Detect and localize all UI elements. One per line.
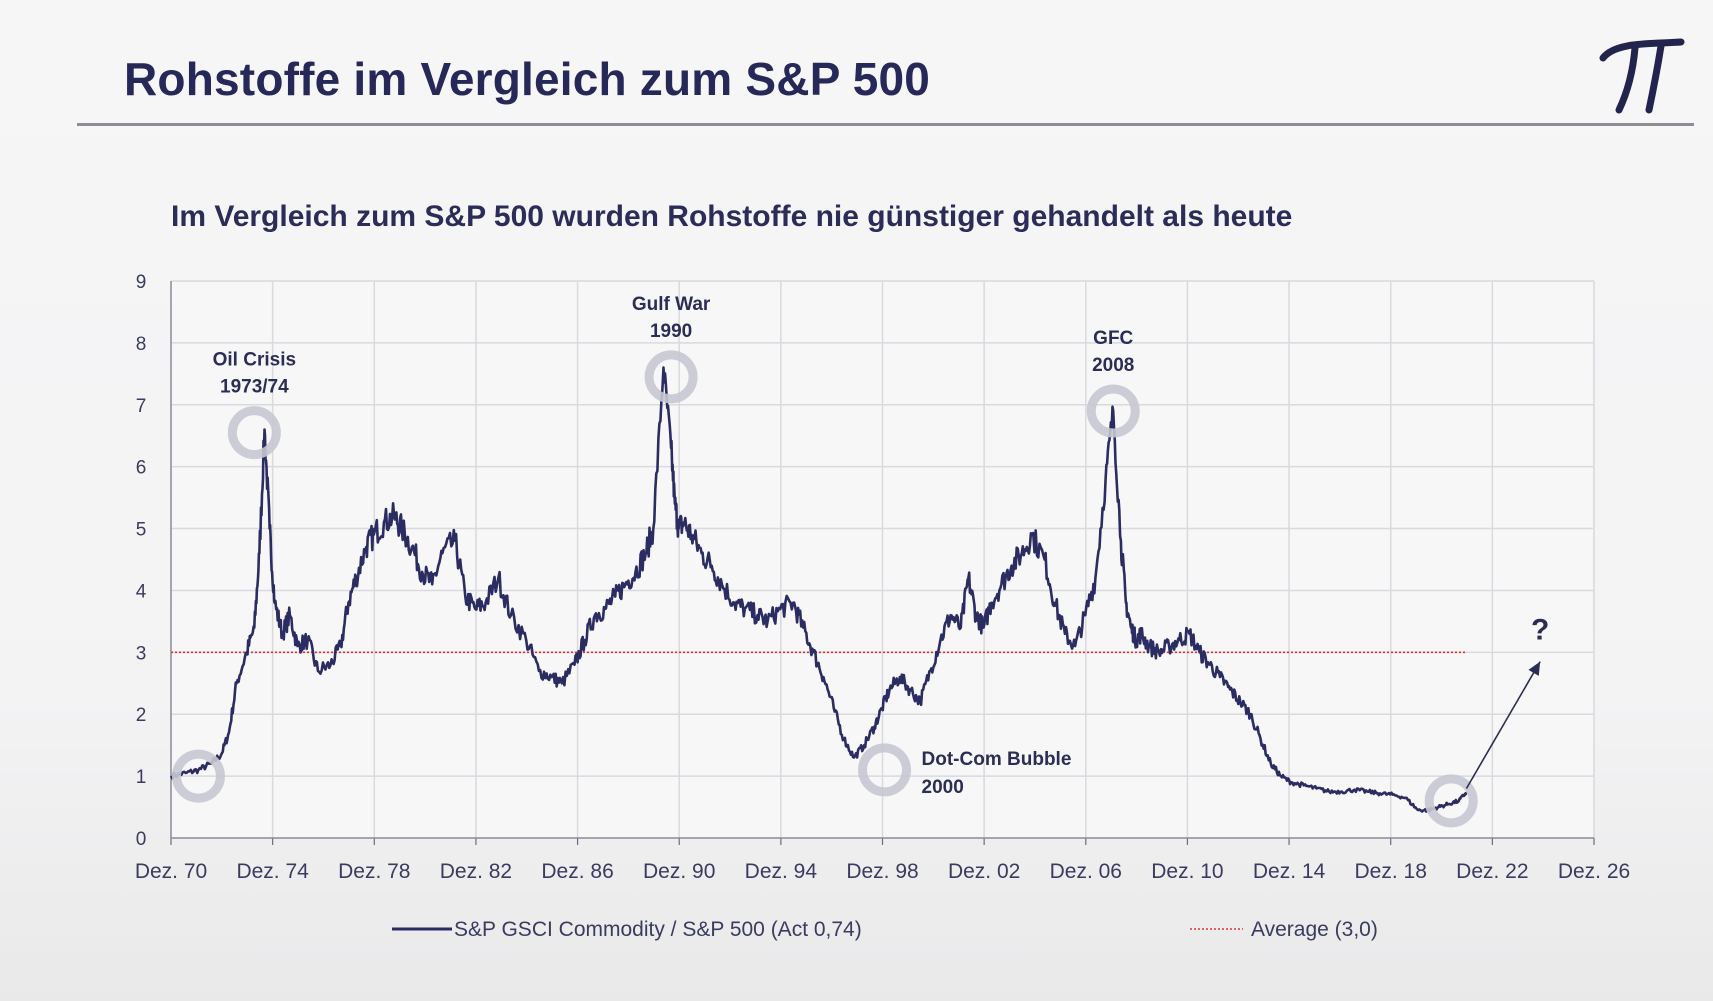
outlook-question-mark: ?	[1531, 614, 1549, 647]
x-tick-label: Dez. 74	[236, 860, 309, 883]
y-tick-label: 4	[136, 581, 147, 602]
y-tick-label: 3	[136, 643, 147, 664]
annotation-year: 1990	[650, 321, 692, 342]
annotation-label: Oil Crisis	[213, 350, 296, 371]
x-tick-label: Dez. 22	[1456, 860, 1528, 883]
x-tick-label: Dez. 14	[1253, 860, 1326, 883]
x-tick-label: Dez. 02	[948, 860, 1020, 883]
slide-title: Rohstoffe im Vergleich zum S&P 500	[124, 53, 931, 105]
annotation-year: 2000	[922, 777, 964, 798]
highlight-circle	[858, 743, 912, 797]
highlight-circle	[227, 406, 281, 460]
annotation-label: GFC	[1093, 328, 1133, 349]
x-tick-labels: Dez. 70 Dez. 74 Dez. 78 Dez. 82 Dez. 86 Dez. …	[135, 860, 1630, 883]
y-tick-label: 5	[136, 520, 147, 541]
highlight-circle	[1424, 774, 1478, 828]
x-tick-label: Dez. 26	[1558, 860, 1630, 883]
highlight-circle	[171, 749, 225, 803]
y-tick-labels: 0 1 2 3 4 5 6 7 8 9	[136, 272, 147, 850]
x-tick-label: Dez. 70	[135, 860, 207, 883]
title-divider	[77, 123, 1694, 126]
x-tick-label: Dez. 06	[1050, 860, 1122, 883]
y-tick-label: 1	[136, 767, 147, 788]
x-tick-label: Dez. 90	[643, 860, 715, 883]
y-tick-label: 0	[136, 829, 147, 850]
y-tick-label: 9	[136, 272, 147, 293]
annotation-year: 1973/74	[220, 377, 289, 398]
grid	[171, 280, 1595, 838]
annotation-label: Gulf War	[632, 294, 711, 315]
x-tick-label: Dez. 98	[846, 860, 918, 883]
annotation-label: Dot-Com Bubble	[922, 749, 1072, 770]
legend-label-series: S&P GSCI Commodity / S&P 500 (Act 0,74)	[454, 918, 862, 941]
series-line	[169, 366, 1468, 813]
axes	[170, 281, 1595, 845]
logo-right-leg	[1645, 42, 1665, 114]
y-tick-label: 8	[136, 334, 147, 355]
y-tick-label: 6	[136, 458, 147, 479]
highlight-circle	[1086, 384, 1140, 438]
series-layer	[169, 366, 1468, 813]
x-tick-label: Dez. 86	[541, 860, 613, 883]
legend: S&P GSCI Commodity / S&P 500 (Act 0,74) A…	[392, 918, 1378, 941]
logo-left-leg	[1615, 44, 1639, 114]
x-tick-label: Dez. 18	[1355, 860, 1427, 883]
y-tick-label: 7	[136, 396, 147, 417]
x-tick-label: Dez. 94	[745, 860, 818, 883]
outlook-arrow	[1465, 661, 1541, 789]
x-tick-label: Dez. 10	[1151, 860, 1223, 883]
x-tick-label: Dez. 78	[338, 860, 410, 883]
legend-label-average: Average (3,0)	[1251, 918, 1378, 941]
brand-logo: π	[1599, 38, 1685, 114]
highlight-circle	[644, 350, 698, 404]
annotation-year: 2008	[1092, 355, 1134, 376]
annotations: Oil Crisis 1973/74 Gulf War 1990 GFC 2008 Dot-…	[171, 294, 1549, 828]
outlook-arrow-head	[1528, 661, 1541, 676]
y-tick-label: 2	[136, 705, 147, 726]
chart-title: Im Vergleich zum S&P 500 wurden Rohstoff…	[171, 200, 1293, 233]
x-tick-label: Dez. 82	[440, 860, 512, 883]
